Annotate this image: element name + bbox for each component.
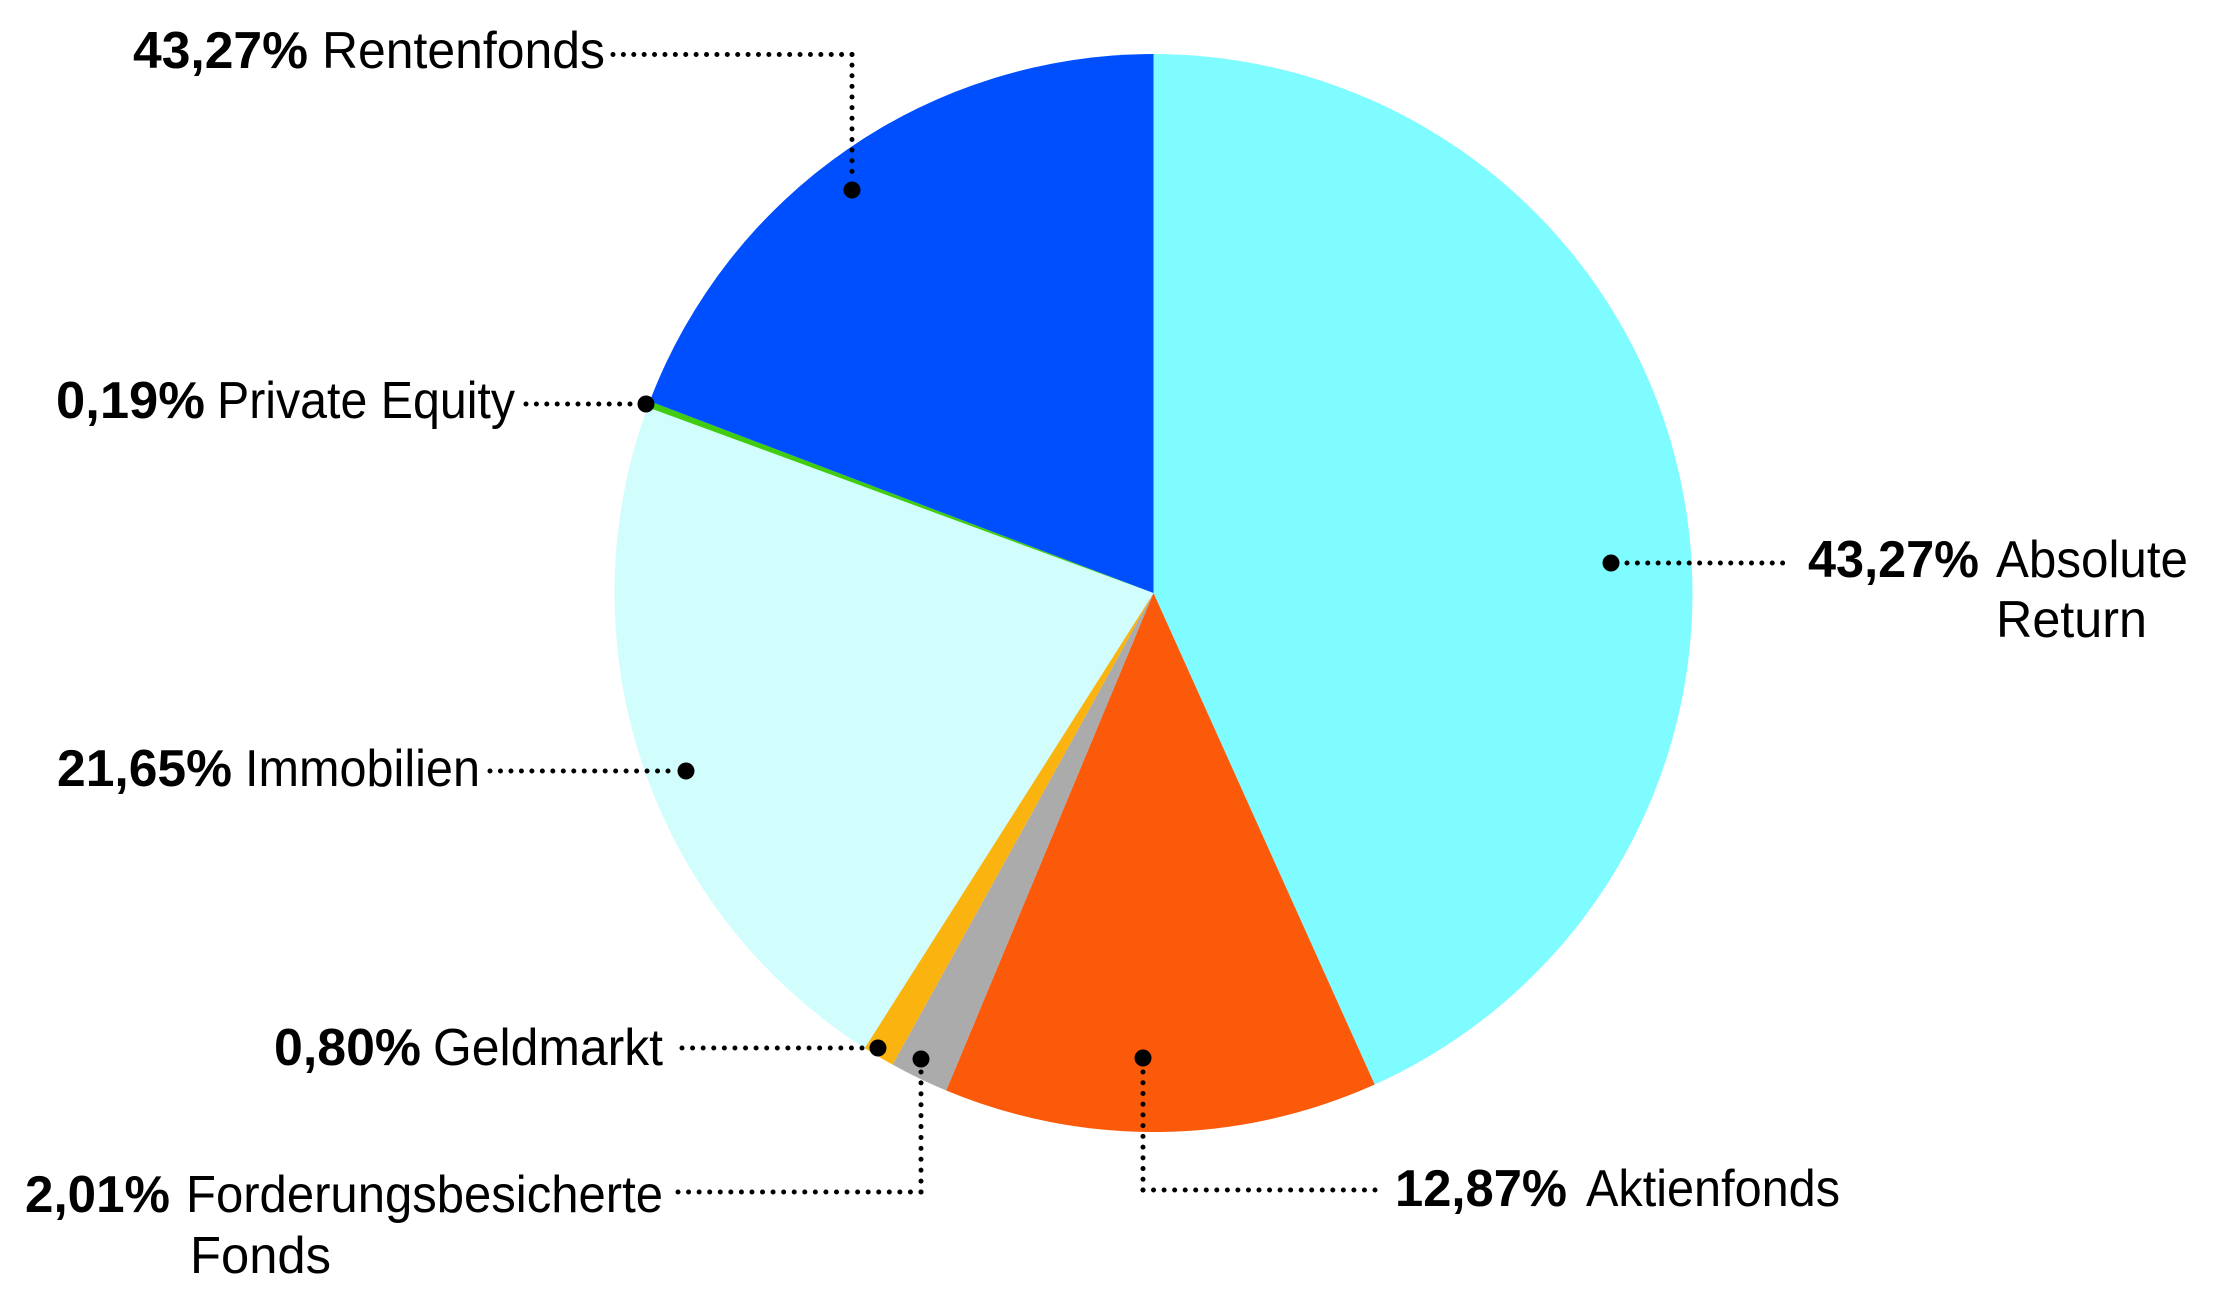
svg-text:2,01%Forderungsbesicherte: 2,01% Forderungsbesicherte (25, 1166, 663, 1224)
svg-text:Return: Return (1996, 591, 2147, 649)
svg-text:0,19%Private Equity: 0,19% Private Equity (56, 372, 515, 430)
svg-text:21,65%Immobilien: 21,65% Immobilien (57, 740, 480, 798)
svg-text:43,27%Absolute: 43,27% Absolute (1808, 531, 2188, 589)
svg-text:43,27%Rentenfonds: 43,27% Rentenfonds (133, 22, 605, 80)
svg-text:Fonds: Fonds (190, 1227, 331, 1285)
svg-text:12,87%Aktienfonds: 12,87% Aktienfonds (1395, 1160, 1840, 1218)
svg-text:0,80%Geldmarkt: 0,80% Geldmarkt (274, 1019, 664, 1077)
